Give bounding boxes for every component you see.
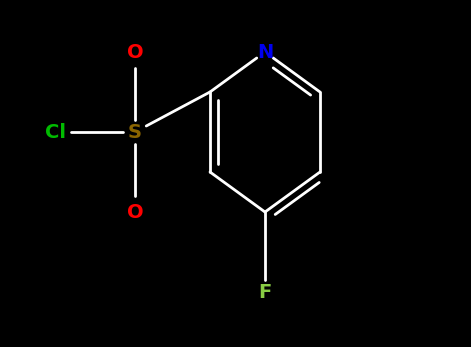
Text: F: F — [259, 282, 272, 302]
Text: Cl: Cl — [44, 122, 65, 142]
Text: N: N — [257, 42, 273, 61]
Text: O: O — [127, 203, 143, 221]
Text: S: S — [128, 122, 142, 142]
Text: O: O — [127, 42, 143, 61]
